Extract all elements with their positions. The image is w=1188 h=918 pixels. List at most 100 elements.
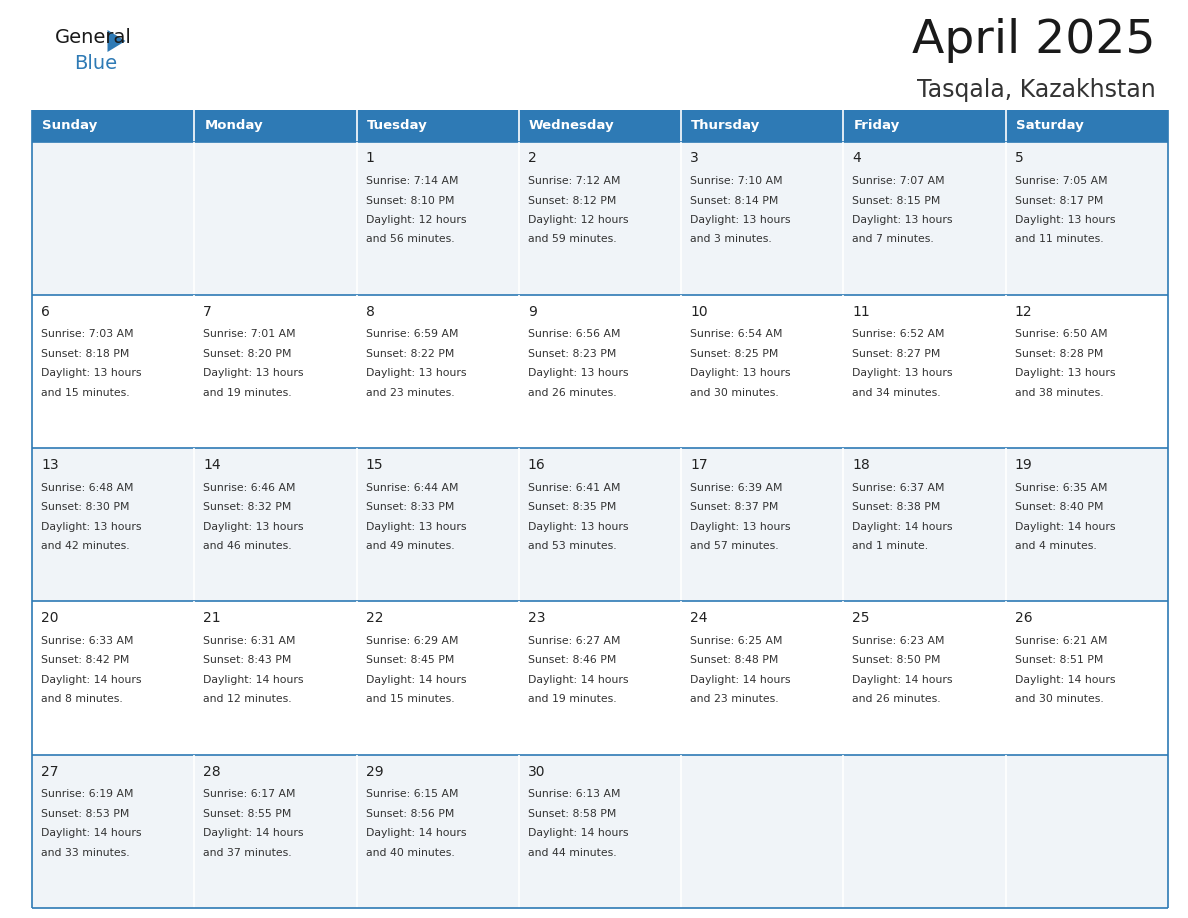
Text: Sunset: 8:40 PM: Sunset: 8:40 PM — [1015, 502, 1104, 512]
Text: General: General — [55, 28, 132, 47]
Text: Sunset: 8:28 PM: Sunset: 8:28 PM — [1015, 349, 1104, 359]
Text: Sunset: 8:53 PM: Sunset: 8:53 PM — [42, 809, 129, 819]
Text: Daylight: 14 hours: Daylight: 14 hours — [1015, 521, 1116, 532]
Text: Daylight: 13 hours: Daylight: 13 hours — [690, 521, 791, 532]
Text: Sunrise: 6:50 AM: Sunrise: 6:50 AM — [1015, 330, 1107, 340]
Text: Sunset: 8:58 PM: Sunset: 8:58 PM — [527, 809, 617, 819]
Text: and 30 minutes.: and 30 minutes. — [690, 387, 779, 397]
Text: Sunset: 8:14 PM: Sunset: 8:14 PM — [690, 196, 778, 206]
Text: Sunrise: 6:29 AM: Sunrise: 6:29 AM — [366, 636, 459, 646]
Text: and 30 minutes.: and 30 minutes. — [1015, 694, 1104, 704]
Text: and 23 minutes.: and 23 minutes. — [690, 694, 779, 704]
Bar — [1006, 110, 1168, 141]
Text: Daylight: 14 hours: Daylight: 14 hours — [853, 675, 953, 685]
Text: Sunset: 8:33 PM: Sunset: 8:33 PM — [366, 502, 454, 512]
Text: Sunset: 8:46 PM: Sunset: 8:46 PM — [527, 655, 617, 666]
Text: Daylight: 14 hours: Daylight: 14 hours — [853, 521, 953, 532]
Text: Daylight: 14 hours: Daylight: 14 hours — [690, 675, 791, 685]
Text: Daylight: 13 hours: Daylight: 13 hours — [853, 215, 953, 225]
Text: Tasqala, Kazakhstan: Tasqala, Kazakhstan — [917, 78, 1156, 102]
Bar — [32, 755, 1168, 908]
Text: Sunrise: 7:07 AM: Sunrise: 7:07 AM — [853, 176, 944, 186]
Text: 3: 3 — [690, 151, 699, 165]
Bar — [32, 110, 195, 141]
Text: Sunset: 8:27 PM: Sunset: 8:27 PM — [853, 349, 941, 359]
Text: Sunrise: 6:52 AM: Sunrise: 6:52 AM — [853, 330, 944, 340]
Text: Daylight: 13 hours: Daylight: 13 hours — [42, 368, 141, 378]
Text: and 46 minutes.: and 46 minutes. — [203, 541, 292, 551]
Text: 20: 20 — [42, 611, 58, 625]
Text: Sunrise: 6:56 AM: Sunrise: 6:56 AM — [527, 330, 620, 340]
Text: Daylight: 14 hours: Daylight: 14 hours — [1015, 675, 1116, 685]
Text: Sunset: 8:25 PM: Sunset: 8:25 PM — [690, 349, 778, 359]
Text: Daylight: 14 hours: Daylight: 14 hours — [42, 675, 141, 685]
Text: Daylight: 13 hours: Daylight: 13 hours — [690, 368, 791, 378]
Text: and 38 minutes.: and 38 minutes. — [1015, 387, 1104, 397]
Text: Daylight: 14 hours: Daylight: 14 hours — [203, 675, 304, 685]
Text: Sunrise: 6:46 AM: Sunrise: 6:46 AM — [203, 483, 296, 493]
Text: Tuesday: Tuesday — [367, 119, 428, 132]
Bar — [519, 110, 681, 141]
Text: 28: 28 — [203, 765, 221, 778]
Text: Sunset: 8:22 PM: Sunset: 8:22 PM — [366, 349, 454, 359]
Text: 11: 11 — [853, 305, 870, 319]
Text: Sunset: 8:35 PM: Sunset: 8:35 PM — [527, 502, 617, 512]
Text: Friday: Friday — [853, 119, 899, 132]
Text: Sunset: 8:42 PM: Sunset: 8:42 PM — [42, 655, 129, 666]
Text: Sunrise: 7:01 AM: Sunrise: 7:01 AM — [203, 330, 296, 340]
Text: Sunrise: 6:27 AM: Sunrise: 6:27 AM — [527, 636, 620, 646]
Text: Sunrise: 6:35 AM: Sunrise: 6:35 AM — [1015, 483, 1107, 493]
Text: Sunrise: 6:33 AM: Sunrise: 6:33 AM — [42, 636, 133, 646]
Text: 8: 8 — [366, 305, 374, 319]
Text: 21: 21 — [203, 611, 221, 625]
Text: Daylight: 13 hours: Daylight: 13 hours — [366, 368, 466, 378]
Text: Sunset: 8:17 PM: Sunset: 8:17 PM — [1015, 196, 1104, 206]
Text: 17: 17 — [690, 458, 708, 472]
Text: 10: 10 — [690, 305, 708, 319]
Bar — [32, 448, 1168, 601]
Text: Sunset: 8:51 PM: Sunset: 8:51 PM — [1015, 655, 1104, 666]
Text: Sunrise: 6:17 AM: Sunrise: 6:17 AM — [203, 789, 296, 800]
Text: April 2025: April 2025 — [912, 18, 1156, 63]
Text: Daylight: 13 hours: Daylight: 13 hours — [690, 215, 791, 225]
Text: 22: 22 — [366, 611, 383, 625]
Text: 24: 24 — [690, 611, 708, 625]
Text: 16: 16 — [527, 458, 545, 472]
Text: Daylight: 14 hours: Daylight: 14 hours — [203, 828, 304, 838]
Text: 6: 6 — [42, 305, 50, 319]
Text: Daylight: 13 hours: Daylight: 13 hours — [527, 368, 628, 378]
Text: Sunrise: 6:13 AM: Sunrise: 6:13 AM — [527, 789, 620, 800]
Text: Sunrise: 6:25 AM: Sunrise: 6:25 AM — [690, 636, 783, 646]
Text: Sunset: 8:18 PM: Sunset: 8:18 PM — [42, 349, 129, 359]
Bar — [32, 141, 1168, 295]
Text: and 15 minutes.: and 15 minutes. — [366, 694, 454, 704]
Text: Blue: Blue — [74, 54, 118, 73]
Text: 13: 13 — [42, 458, 58, 472]
Text: and 26 minutes.: and 26 minutes. — [527, 387, 617, 397]
Text: Sunrise: 6:15 AM: Sunrise: 6:15 AM — [366, 789, 459, 800]
Bar — [32, 601, 1168, 755]
Text: and 59 minutes.: and 59 minutes. — [527, 234, 617, 244]
Text: Sunset: 8:12 PM: Sunset: 8:12 PM — [527, 196, 617, 206]
Text: 7: 7 — [203, 305, 211, 319]
Text: and 37 minutes.: and 37 minutes. — [203, 847, 292, 857]
Text: Daylight: 13 hours: Daylight: 13 hours — [1015, 368, 1116, 378]
Text: Daylight: 14 hours: Daylight: 14 hours — [527, 675, 628, 685]
Text: Sunset: 8:37 PM: Sunset: 8:37 PM — [690, 502, 778, 512]
Text: and 57 minutes.: and 57 minutes. — [690, 541, 779, 551]
Text: Sunset: 8:32 PM: Sunset: 8:32 PM — [203, 502, 292, 512]
Text: 4: 4 — [853, 151, 861, 165]
Text: Daylight: 13 hours: Daylight: 13 hours — [1015, 215, 1116, 225]
Text: Sunset: 8:38 PM: Sunset: 8:38 PM — [853, 502, 941, 512]
Text: Daylight: 13 hours: Daylight: 13 hours — [203, 521, 304, 532]
Text: and 19 minutes.: and 19 minutes. — [203, 387, 292, 397]
Text: Sunset: 8:30 PM: Sunset: 8:30 PM — [42, 502, 129, 512]
Text: and 26 minutes.: and 26 minutes. — [853, 694, 941, 704]
Text: Sunrise: 6:59 AM: Sunrise: 6:59 AM — [366, 330, 459, 340]
Text: Daylight: 13 hours: Daylight: 13 hours — [366, 521, 466, 532]
Bar — [681, 110, 843, 141]
Text: Sunrise: 6:23 AM: Sunrise: 6:23 AM — [853, 636, 944, 646]
Text: Daylight: 13 hours: Daylight: 13 hours — [42, 521, 141, 532]
Text: Sunrise: 7:14 AM: Sunrise: 7:14 AM — [366, 176, 459, 186]
Text: Sunrise: 6:21 AM: Sunrise: 6:21 AM — [1015, 636, 1107, 646]
